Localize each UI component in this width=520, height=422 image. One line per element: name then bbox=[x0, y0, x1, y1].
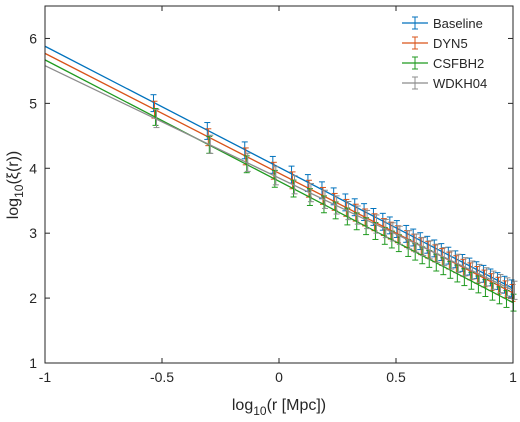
x-tick-label: 1 bbox=[509, 369, 517, 385]
y-tick-label: 2 bbox=[29, 290, 37, 306]
y-tick-label: 4 bbox=[29, 160, 37, 176]
errorbar-wdkh04 bbox=[321, 189, 328, 209]
errorbar-csfbh2 bbox=[363, 217, 370, 236]
errorbar-wdkh04 bbox=[420, 236, 427, 257]
errorbar-wdkh04 bbox=[333, 195, 340, 215]
x-tick-label: 0 bbox=[275, 369, 283, 385]
errorbar-wdkh04 bbox=[462, 257, 469, 277]
errorbar-csfbh2 bbox=[496, 286, 503, 305]
legend-label-csfbh2: CSFBH2 bbox=[433, 56, 484, 71]
errorbar-wdkh04 bbox=[483, 267, 490, 287]
errorbar-wdkh04 bbox=[307, 183, 314, 203]
series-layer bbox=[44, 45, 518, 312]
legend-label-baseline: Baseline bbox=[433, 16, 483, 31]
legend-item-csfbh2: CSFBH2 bbox=[402, 56, 484, 71]
errorbar-wdkh04 bbox=[207, 134, 214, 154]
legend-item-baseline: Baseline bbox=[402, 16, 483, 31]
errorbar-wdkh04 bbox=[427, 240, 434, 260]
errorbar-csfbh2 bbox=[468, 271, 475, 290]
errorbar-wdkh04 bbox=[476, 263, 483, 284]
x-tick-label: 0.5 bbox=[386, 369, 406, 385]
errorbar-csfbh2 bbox=[243, 155, 250, 174]
errorbar-wdkh04 bbox=[364, 209, 371, 230]
legend-label-dyn5: DYN5 bbox=[433, 36, 468, 51]
axes-layer: -1 -0.5 0 0.5 1 1 2 3 4 5 6 bbox=[29, 5, 517, 385]
errorbar-wdkh04 bbox=[244, 152, 251, 172]
x-tick-label: -1 bbox=[39, 369, 52, 385]
errorbar-wdkh04 bbox=[345, 200, 352, 221]
errorbar-wdkh04 bbox=[389, 222, 396, 242]
errorbar-csfbh2 bbox=[461, 268, 468, 287]
errorbar-wdkh04 bbox=[413, 233, 420, 253]
x-axis-label: log10(r [Mpc]) bbox=[232, 397, 326, 418]
errorbar-wdkh04 bbox=[153, 108, 160, 129]
y-tick-label: 3 bbox=[29, 225, 37, 241]
errorbar-csfbh2 bbox=[306, 188, 313, 206]
errorbar-csfbh2 bbox=[489, 282, 496, 301]
errorbar-wdkh04 bbox=[354, 205, 361, 225]
legend-item-wdkh04: WDKH04 bbox=[402, 76, 487, 91]
errorbar-wdkh04 bbox=[291, 175, 298, 195]
errorbar-wdkh04 bbox=[469, 260, 476, 280]
errorbar-csfbh2 bbox=[482, 279, 489, 298]
legend: Baseline DYN5 CSFBH2 WDKH04 bbox=[402, 16, 487, 91]
legend-item-dyn5: DYN5 bbox=[402, 36, 468, 51]
errorbar-wdkh04 bbox=[497, 273, 504, 294]
y-tick-label: 1 bbox=[29, 355, 37, 371]
y-axis-label: log10(ξ(r)) bbox=[5, 151, 26, 220]
errorbar-wdkh04 bbox=[504, 277, 511, 297]
errorbar-wdkh04 bbox=[272, 166, 279, 186]
plot-background bbox=[45, 6, 513, 363]
y-tick-label: 5 bbox=[29, 95, 37, 111]
series-wdkh04 bbox=[44, 65, 518, 300]
legend-label-wdkh04: WDKH04 bbox=[433, 76, 487, 91]
errorbar-csfbh2 bbox=[320, 195, 327, 214]
x-tick-label: -0.5 bbox=[150, 369, 174, 385]
errorbar-wdkh04 bbox=[448, 250, 455, 270]
errorbar-wdkh04 bbox=[441, 247, 448, 267]
errorbar-csfbh2 bbox=[475, 275, 482, 294]
errorbar-csfbh2 bbox=[503, 290, 510, 308]
errorbar-wdkh04 bbox=[490, 270, 497, 290]
errorbar-wdkh04 bbox=[396, 225, 403, 245]
series-line-wdkh04 bbox=[44, 65, 514, 291]
y-tick-label: 6 bbox=[29, 30, 37, 46]
errorbar-wdkh04 bbox=[373, 214, 380, 234]
errorbar-wdkh04 bbox=[382, 218, 389, 239]
errorbar-csfbh2 bbox=[372, 222, 379, 240]
errorbar-csfbh2 bbox=[152, 107, 159, 126]
errorbar-wdkh04 bbox=[406, 230, 413, 250]
errorbar-wdkh04 bbox=[455, 253, 462, 273]
errorbar-wdkh04 bbox=[434, 243, 441, 263]
